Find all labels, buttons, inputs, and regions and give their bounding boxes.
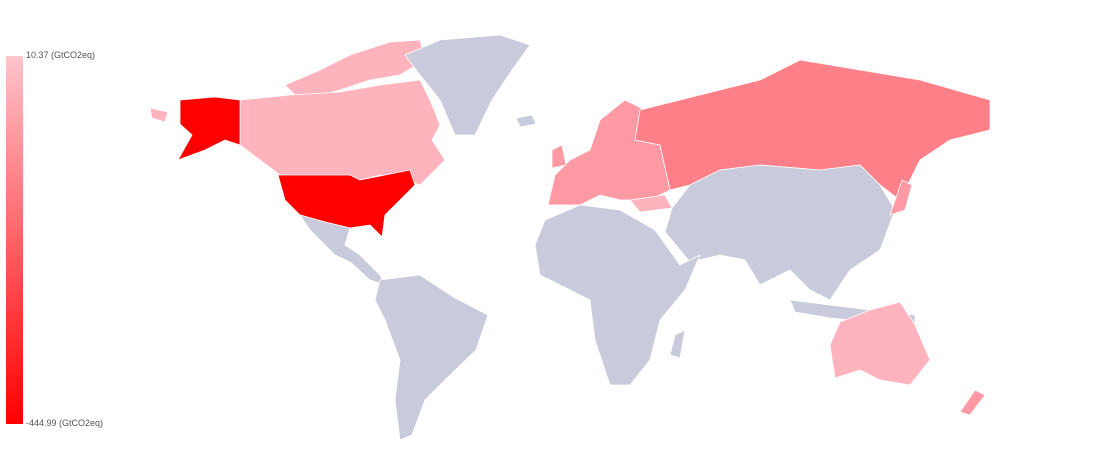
- region-australia[interactable]: [829, 301, 931, 386]
- region-japan[interactable]: [889, 179, 913, 216]
- region-uk[interactable]: [551, 144, 567, 169]
- region-madagascar[interactable]: [669, 329, 686, 359]
- region-africa[interactable]: [534, 204, 701, 386]
- region-alaska[interactable]: [177, 96, 241, 161]
- region-south-america[interactable]: [374, 274, 489, 441]
- region-canada[interactable]: [239, 79, 446, 186]
- legend-min-label: -444.99 (GtCO2eq): [26, 418, 104, 428]
- legend-gradient-bar: [6, 56, 23, 424]
- region-greenland[interactable]: [404, 34, 531, 136]
- legend-max-label: 10.37 (GtCO2eq): [26, 50, 96, 60]
- region-new-zealand[interactable]: [959, 389, 986, 416]
- region-iceland[interactable]: [515, 114, 537, 128]
- region-asia[interactable]: [664, 164, 896, 301]
- region-aleutian[interactable]: [149, 107, 169, 123]
